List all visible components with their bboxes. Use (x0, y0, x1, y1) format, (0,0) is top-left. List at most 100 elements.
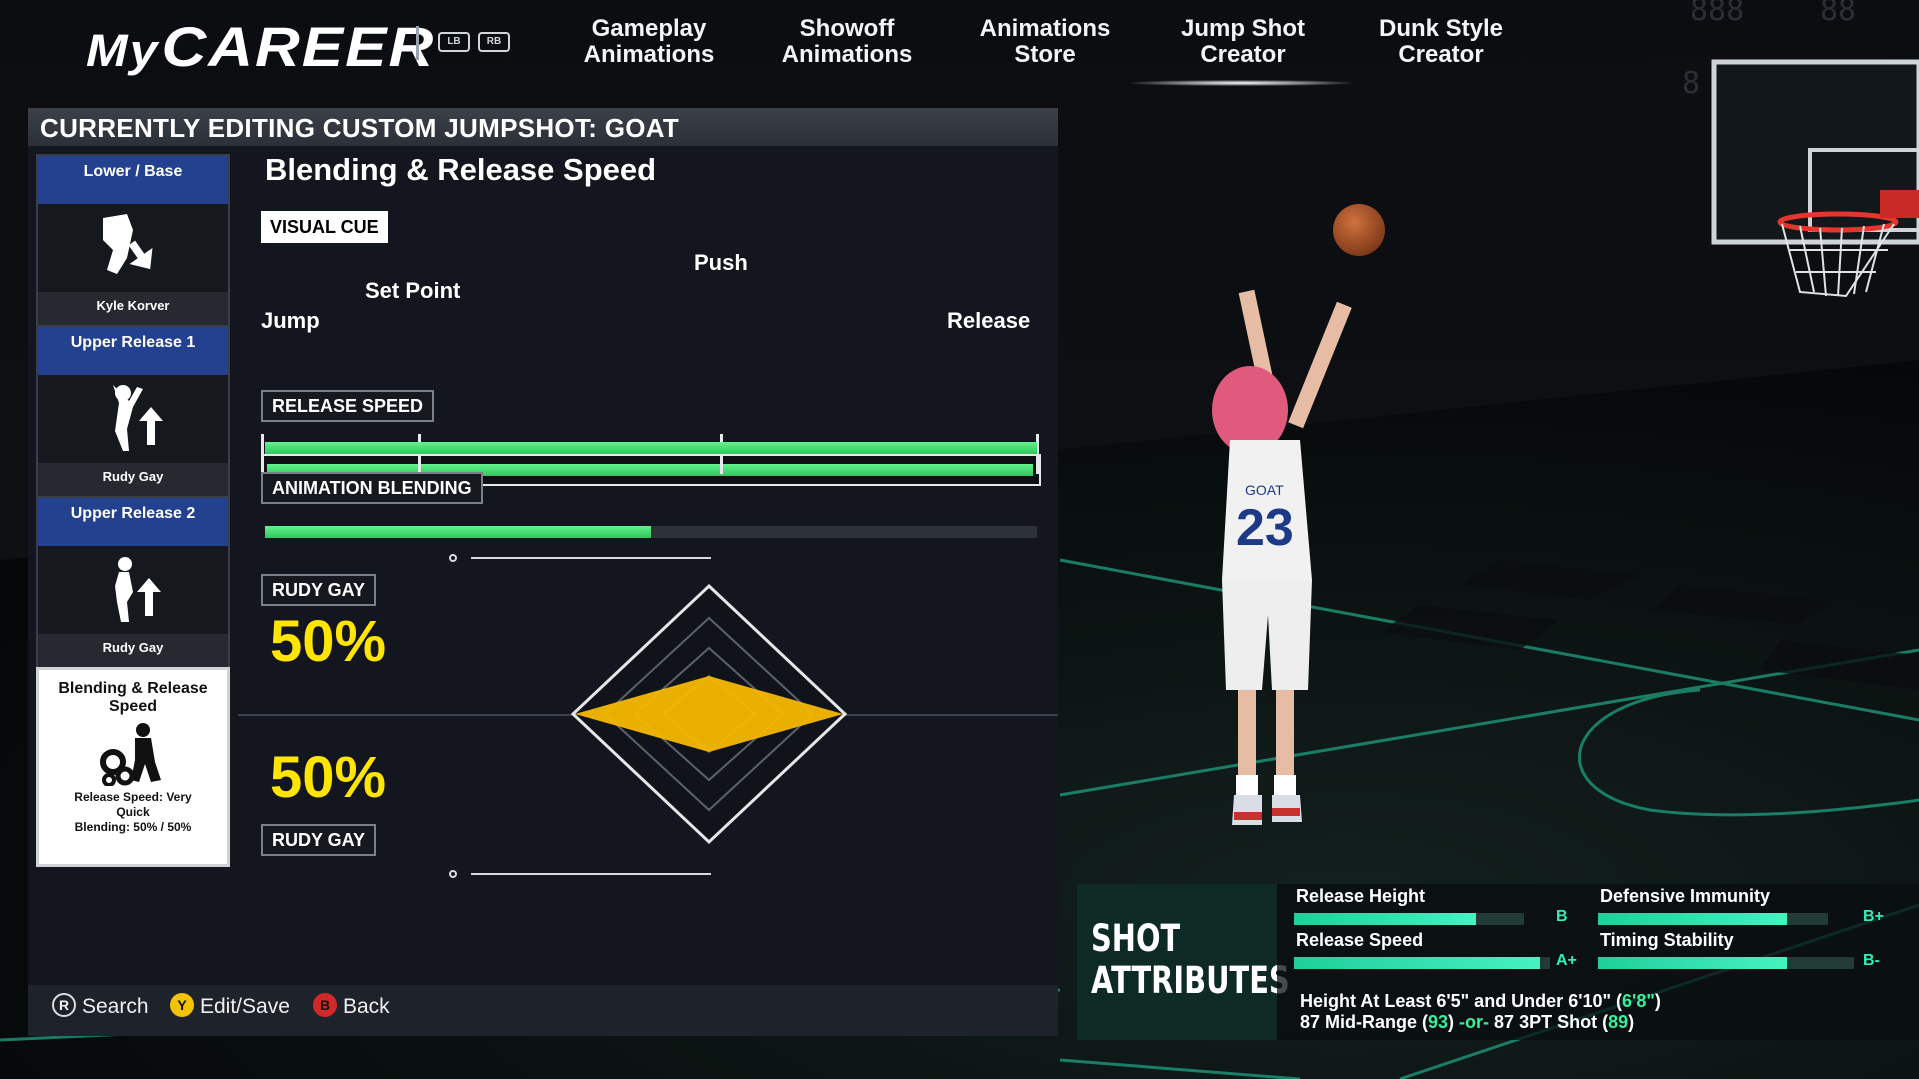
tab-label-line1: Showoff (799, 15, 895, 42)
tab-gameplay-animations[interactable]: Gameplay Animations (569, 16, 729, 68)
attr-defensive-immunity-bar (1598, 913, 1828, 925)
attr-release-speed-bar (1294, 957, 1550, 969)
animation-blending-label: ANIMATION BLENDING (261, 472, 483, 504)
slot-title: Upper Release 1 (38, 327, 228, 375)
shot-attributes-heading-box: SHOT ATTRIBUTES (1077, 884, 1290, 1040)
tab-jump-shot-creator[interactable]: Jump Shot Creator (1163, 16, 1323, 68)
blend-top-player: RUDY GAY (261, 574, 377, 606)
upper-release-2-icon (115, 557, 161, 622)
blend-bottom-node (449, 870, 457, 878)
blend-diamond-chart (570, 583, 848, 845)
lb-bumper-icon[interactable]: LB (438, 32, 470, 52)
three-pt-close: ) (1628, 1012, 1635, 1032)
release-speed-summary: Release Speed: Very (74, 790, 192, 804)
y-button-icon: Y (170, 993, 194, 1018)
attr-release-height-fill (1294, 913, 1476, 925)
search-hint[interactable]: R Search (52, 993, 149, 1019)
slot-icon-area (38, 375, 228, 463)
attr-timing-stability-grade: B- (1863, 952, 1880, 969)
cue-tick-release (1036, 434, 1039, 474)
attr-release-height-grade: B (1556, 908, 1568, 925)
edit-save-hint[interactable]: Y Edit/Save (170, 993, 290, 1019)
cue-label-set-point: Set Point (365, 278, 461, 303)
attr-timing-stability-fill (1598, 957, 1788, 969)
slot-blending-release-speed[interactable]: Blending & Release Speed Release Speed: … (36, 667, 230, 867)
shot-attributes-heading: SHOT ATTRIBUTES (1091, 918, 1290, 1002)
animation-blending-slider[interactable] (265, 526, 1037, 538)
edit-save-hint-label: Edit/Save (200, 995, 290, 1018)
tab-showoff-animations[interactable]: Showoff Animations (767, 16, 927, 68)
heading-line1: SHOT (1091, 917, 1181, 960)
release-speed-label: RELEASE SPEED (261, 390, 435, 422)
slot-icon-area (38, 204, 228, 292)
height-requirement: Height At Least 6'5" and Under 6'10" (6'… (1300, 991, 1661, 1012)
player-height-value: 6'8" (1622, 991, 1655, 1011)
slot-lower-base[interactable]: Lower / Base Kyle Korver (36, 154, 230, 352)
tab-dunk-style-creator[interactable]: Dunk Style Creator (1361, 16, 1521, 68)
active-tab-indicator (1131, 80, 1351, 86)
blend-bottom-percent: 50% (270, 745, 387, 810)
slot-icon-area (38, 546, 228, 634)
three-pt-rating-value: 89 (1608, 1012, 1629, 1032)
slot-upper-release-1[interactable]: Upper Release 1 Rudy Gay (36, 325, 230, 523)
slot-upper-release-2[interactable]: Upper Release 2 Rudy Gay (36, 496, 230, 694)
mycareer-logo: MyCAREER (86, 16, 436, 79)
attr-release-height-label: Release Height (1296, 886, 1426, 906)
three-pt-requirement-text: 87 3PT Shot ( (1489, 1012, 1609, 1032)
animation-blending-fill (265, 526, 651, 538)
svg-text:GOAT: GOAT (1245, 482, 1284, 498)
slot-title: Blending & Release Speed (58, 680, 208, 715)
visual-cue-timeline[interactable] (261, 454, 1041, 486)
section-title: Blending & Release Speed (265, 152, 657, 187)
b-button-icon: B (313, 993, 337, 1018)
cue-label-push: Push (694, 250, 748, 275)
blend-top-percent: 50% (270, 609, 387, 674)
tab-label-line2: Store (1014, 41, 1076, 68)
gears-player-icon (100, 723, 161, 786)
back-hint[interactable]: B Back (313, 993, 390, 1019)
tab-label-line2: Animations (583, 41, 715, 68)
svg-text:88: 88 (1820, 0, 1856, 28)
tab-label-line1: Dunk Style (1378, 15, 1504, 42)
midrange-rating-value: 93 (1428, 1012, 1449, 1032)
attr-defensive-immunity-fill (1598, 913, 1787, 925)
jumpshot-editor-panel: CURRENTLY EDITING CUSTOM JUMPSHOT: GOAT … (28, 108, 1058, 1036)
cue-tick-push (720, 434, 723, 474)
attr-release-speed-grade: A+ (1556, 952, 1577, 969)
rb-bumper-icon[interactable]: RB (478, 32, 510, 52)
button-hints-bar: R Search Y Edit/Save B Back (28, 985, 1058, 1036)
tab-label-line1: Animations (979, 15, 1111, 42)
attr-timing-stability-bar (1598, 957, 1854, 969)
slot-player-name: Rudy Gay (102, 640, 164, 655)
rating-requirement: 87 Mid-Range (93) -or- 87 3PT Shot (89) (1300, 1012, 1634, 1033)
tab-animations-store[interactable]: Animations Store (965, 16, 1125, 68)
visual-cue-label: VISUAL CUE (261, 211, 388, 243)
panel-header: CURRENTLY EDITING CUSTOM JUMPSHOT: GOAT (28, 108, 1058, 146)
slot-player-name: Kyle Korver (96, 298, 170, 313)
upper-release-1-icon (113, 385, 163, 451)
release-speed-slider[interactable] (265, 442, 1037, 454)
svg-text:23: 23 (1236, 499, 1294, 557)
svg-text:888: 888 (1690, 0, 1744, 28)
cue-label-release: Release (947, 308, 1031, 333)
midrange-requirement-text: 87 Mid-Range ( (1300, 1012, 1429, 1032)
blend-top-node (449, 554, 457, 562)
tab-label-line2: Animations (781, 41, 913, 68)
or-separator: -or- (1459, 1012, 1490, 1032)
slot-player-name: Rudy Gay (102, 469, 164, 484)
blend-top-line (471, 557, 711, 559)
svg-text:8: 8 (1682, 66, 1700, 101)
tab-label-line1: Gameplay (591, 15, 707, 42)
tab-label-line2: Creator (1200, 41, 1286, 68)
blend-bottom-line (471, 873, 711, 875)
attr-release-height-bar (1294, 913, 1524, 925)
top-navigation: MyCAREER LB RB Gameplay Animations Showo… (0, 0, 1919, 90)
blend-bottom-player: RUDY GAY (261, 824, 377, 856)
search-hint-label: Search (82, 995, 149, 1018)
right-stick-icon: R (52, 993, 76, 1018)
cue-label-jump: Jump (261, 308, 320, 333)
slot-description: Release Speed: Very Quick Blending: 50% … (39, 790, 227, 835)
attr-timing-stability-label: Timing Stability (1600, 930, 1734, 950)
attr-defensive-immunity-label: Defensive Immunity (1600, 886, 1771, 906)
tab-label-line1: Jump Shot (1181, 15, 1305, 42)
